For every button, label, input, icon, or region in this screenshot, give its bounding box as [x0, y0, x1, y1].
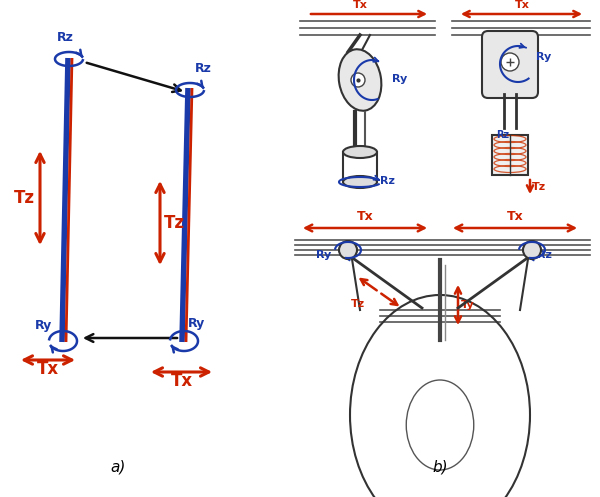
Text: Tz: Tz	[532, 182, 546, 192]
Text: Tz: Tz	[164, 214, 185, 232]
Text: Tx: Tx	[356, 210, 373, 223]
Circle shape	[339, 241, 357, 259]
Text: Ry: Ry	[392, 74, 407, 84]
Circle shape	[351, 73, 365, 87]
Circle shape	[523, 241, 541, 259]
Text: Tx: Tx	[171, 372, 193, 390]
Ellipse shape	[338, 49, 382, 111]
Text: Rz: Rz	[537, 250, 552, 260]
Text: Rz: Rz	[195, 62, 212, 75]
Text: Rz: Rz	[496, 130, 509, 140]
Ellipse shape	[343, 146, 377, 158]
Text: Ry: Ry	[35, 319, 52, 332]
Text: b): b)	[432, 460, 448, 475]
Ellipse shape	[343, 176, 377, 188]
Text: Rz: Rz	[380, 176, 395, 186]
Text: a): a)	[110, 460, 125, 475]
Text: Tx: Tx	[515, 0, 529, 10]
Text: Tx: Tx	[506, 210, 523, 223]
Text: Tz: Tz	[14, 189, 35, 207]
Text: Tz: Tz	[351, 299, 365, 309]
Bar	[492, 135, 528, 175]
Text: Ry: Ry	[536, 52, 551, 62]
Text: Ry: Ry	[316, 250, 331, 260]
Circle shape	[501, 53, 519, 71]
Text: Ty: Ty	[461, 300, 475, 310]
Text: Tx: Tx	[37, 360, 59, 378]
FancyBboxPatch shape	[482, 31, 538, 98]
Text: Rz: Rz	[57, 31, 74, 44]
Text: Tx: Tx	[353, 0, 367, 10]
Text: Ry: Ry	[188, 317, 205, 330]
